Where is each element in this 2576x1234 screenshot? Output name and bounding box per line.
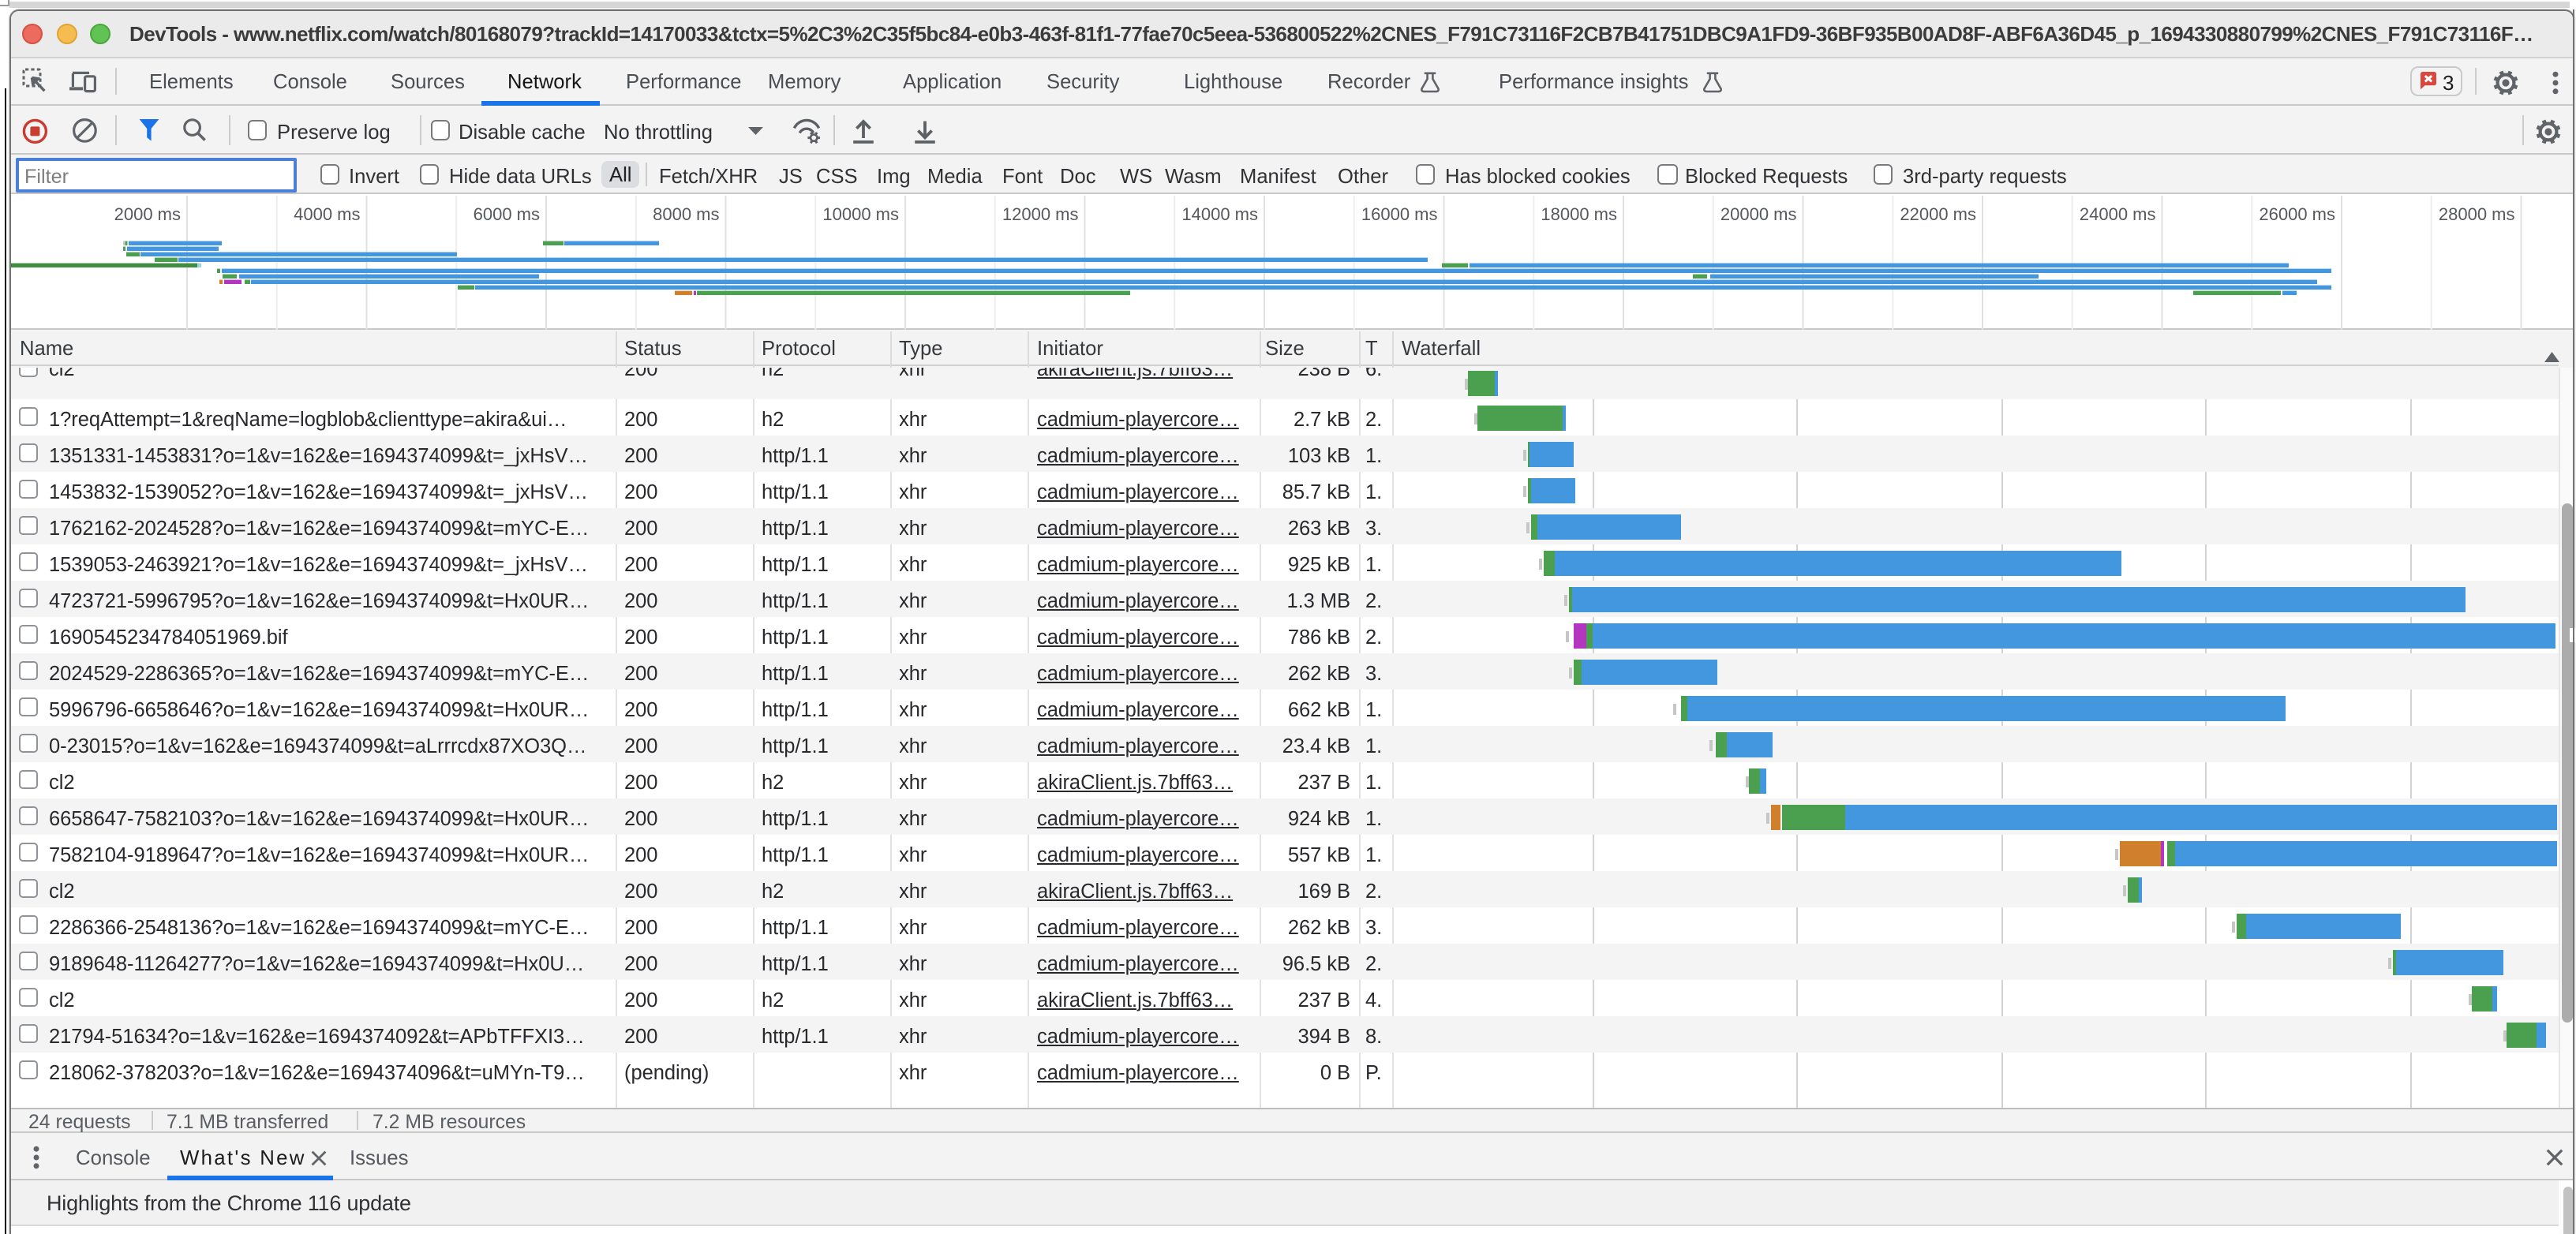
svg-text:2000 ms: 2000 ms (114, 204, 181, 224)
svg-text:6000 ms: 6000 ms (474, 204, 540, 224)
svg-text:22000 ms: 22000 ms (1900, 204, 1976, 224)
svg-text:16000 ms: 16000 ms (1361, 204, 1438, 224)
svg-text:18000 ms: 18000 ms (1541, 204, 1617, 224)
svg-text:24000 ms: 24000 ms (2080, 204, 2156, 224)
svg-text:20000 ms: 20000 ms (1720, 204, 1797, 224)
svg-text:14000 ms: 14000 ms (1181, 204, 1258, 224)
svg-text:26000 ms: 26000 ms (2259, 204, 2335, 224)
svg-text:4000 ms: 4000 ms (294, 204, 360, 224)
svg-text:10000 ms: 10000 ms (822, 204, 899, 224)
svg-text:12000 ms: 12000 ms (1002, 204, 1079, 224)
svg-text:28000 ms: 28000 ms (2439, 204, 2515, 224)
svg-text:8000 ms: 8000 ms (653, 204, 719, 224)
